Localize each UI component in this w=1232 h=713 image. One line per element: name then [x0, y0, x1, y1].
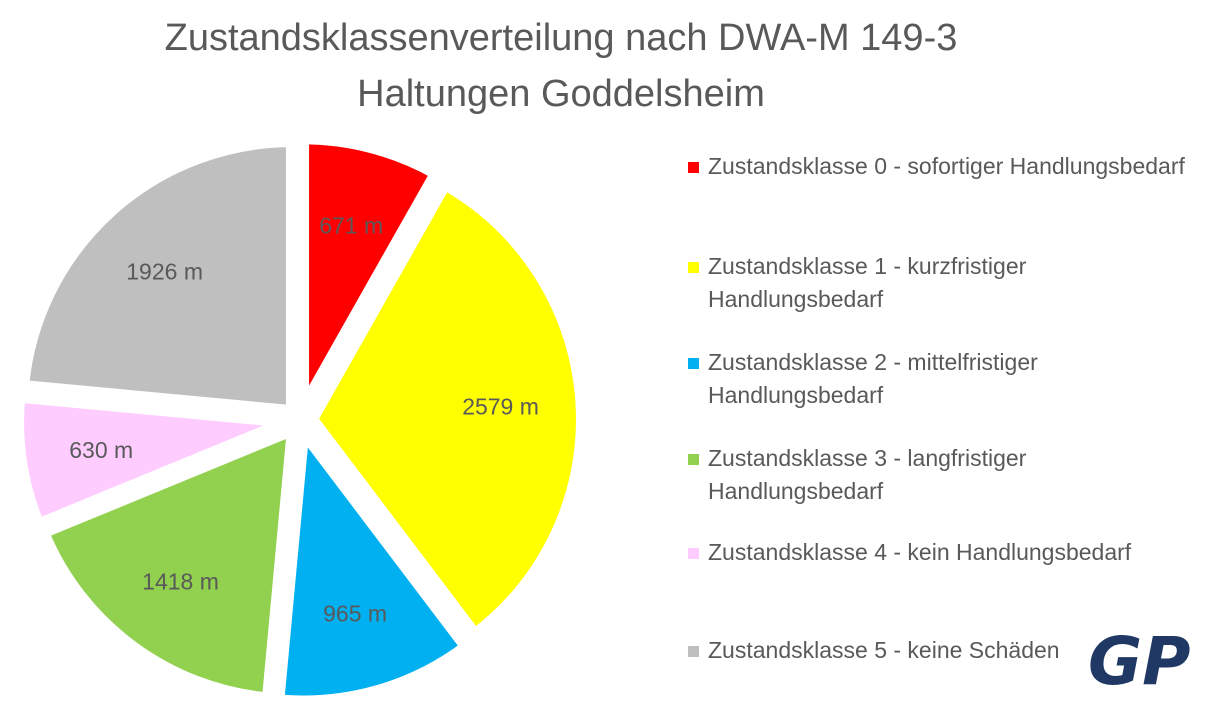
data-label-3: 1418 m	[142, 569, 219, 595]
pie-slice-3	[35, 420, 300, 706]
legend-swatch-1	[688, 262, 699, 273]
chart-title: Zustandsklassenverteilung nach DWA-M 149…	[0, 10, 1122, 122]
legend-label-5: Zustandsklasse 5 - keine Schäden	[708, 637, 1060, 663]
data-label-0: 671 m	[319, 213, 383, 239]
logo-text: GP	[1088, 626, 1191, 692]
legend-label-0: Zustandsklasse 0 - sofortiger Handlungsb…	[708, 153, 1185, 179]
data-label-5: 1926 m	[126, 258, 203, 284]
legend-swatch-3	[688, 454, 699, 465]
data-label-1: 2579 m	[462, 394, 539, 420]
legend-swatch-5	[688, 646, 699, 657]
data-label-2: 965 m	[323, 600, 387, 626]
legend-label-1: Zustandsklasse 1 - kurzfristiger Handlun…	[708, 253, 1027, 312]
pie-chart: 671 m 2579 m 965 m 1418 m 630 m 1926 m	[12, 132, 588, 708]
legend-label-4: Zustandsklasse 4 - kein Handlungsbedarf	[708, 539, 1132, 565]
legend-swatch-0	[688, 162, 699, 173]
legend-item-4: Zustandsklasse 4 - kein Handlungsbedarf	[688, 536, 1228, 569]
pie-slice-2	[271, 415, 475, 708]
pie-slice-0	[297, 132, 445, 432]
chart-title-line1: Zustandsklassenverteilung nach DWA-M 149…	[164, 17, 958, 59]
pie-slice-1	[304, 176, 588, 643]
pie-slice-5	[16, 135, 298, 418]
legend-swatch-4	[688, 548, 699, 559]
legend-item-3: Zustandsklasse 3 - langfristiger Handlun…	[688, 442, 1058, 508]
company-logo: GP	[1088, 626, 1191, 692]
legend-swatch-2	[688, 358, 699, 369]
data-label-4: 630 m	[69, 437, 133, 463]
legend-item-2: Zustandsklasse 2 - mittelfristiger Handl…	[688, 346, 1058, 412]
legend-label-3: Zustandsklasse 3 - langfristiger Handlun…	[708, 445, 1027, 504]
legend-item-5: Zustandsklasse 5 - keine Schäden	[688, 634, 1228, 667]
legend-label-2: Zustandsklasse 2 - mittelfristiger Handl…	[708, 349, 1038, 408]
chart-subtitle: Haltungen Goddelsheim	[357, 73, 765, 115]
legend-item-1: Zustandsklasse 1 - kurzfristiger Handlun…	[688, 250, 1058, 316]
legend-item-0: Zustandsklasse 0 - sofortiger Handlungsb…	[688, 150, 1228, 183]
pie-slice-4	[12, 390, 291, 533]
